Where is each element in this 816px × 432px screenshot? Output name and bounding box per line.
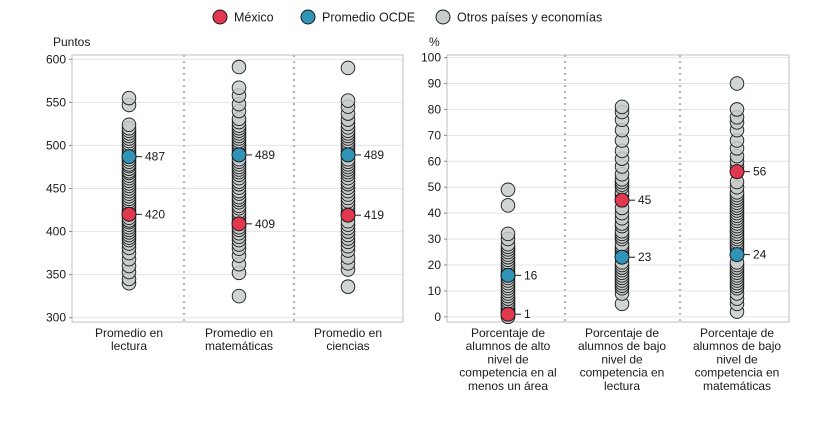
data-label: 24: [753, 248, 767, 262]
data-label: 489: [255, 148, 275, 162]
point-other-country: [500, 226, 516, 242]
point-other-country: [340, 60, 356, 76]
legend-item: México: [212, 9, 274, 25]
legend-item: Promedio OCDE: [300, 9, 415, 25]
x-category-label: Porcentaje de alumnos de bajo nivel de comp…: [693, 326, 781, 393]
y-tick-label: 400: [46, 225, 66, 239]
plot-frame: [446, 54, 790, 323]
y-tick-label: 90: [428, 77, 442, 91]
data-label: 56: [753, 165, 767, 179]
point-oecd-average: [500, 267, 516, 283]
point-other-country: [500, 182, 516, 198]
y-axis-label: %: [429, 35, 440, 49]
x-category-label: Promedio en lectura: [95, 326, 163, 353]
point-other-country: [729, 102, 745, 117]
y-tick-label: 100: [421, 51, 441, 65]
point-oecd-average: [121, 149, 137, 165]
point-other-country: [614, 99, 630, 115]
point-oecd-average: [614, 249, 630, 265]
data-label: 16: [524, 268, 538, 282]
legend-marker: [300, 9, 316, 25]
data-label: 419: [364, 208, 384, 222]
x-category-label: Porcentaje de alumnos de bajo nivel de comp…: [578, 326, 666, 393]
data-label: 45: [638, 193, 652, 207]
y-axis-label: Puntos: [53, 35, 90, 49]
legend-marker: [435, 9, 451, 25]
point-mexico: [729, 164, 745, 180]
legend-label: Promedio OCDE: [322, 11, 415, 25]
y-tick-label: 50: [428, 180, 442, 194]
point-oecd-average: [231, 147, 247, 163]
y-tick-label: 70: [428, 128, 442, 142]
y-tick-label: 550: [46, 95, 66, 109]
legend-label: México: [234, 11, 274, 25]
y-tick-label: 500: [46, 138, 66, 152]
legend: México Promedio OCDE Otros países y econom…: [212, 9, 602, 25]
y-tick-label: 80: [428, 102, 442, 116]
chart-panel-scores: 300 350 400 450 500 550 600 Puntos Promedio en le…: [46, 35, 404, 353]
point-mexico: [121, 206, 137, 222]
x-category-label: Promedio en ciencias: [314, 326, 382, 353]
point-other-country: [121, 117, 137, 133]
data-label: 409: [255, 217, 275, 231]
point-other-country: [231, 59, 247, 75]
data-label: 1: [524, 307, 531, 321]
point-mexico: [340, 207, 356, 223]
y-tick-label: 450: [46, 182, 66, 196]
data-label: 489: [364, 148, 384, 162]
point-other-country: [231, 288, 247, 304]
x-category-label: Promedio en matemáticas: [205, 326, 273, 353]
point-mexico: [231, 216, 247, 232]
y-tick-label: 300: [46, 311, 66, 325]
y-tick-label: 20: [428, 258, 442, 272]
point-oecd-average: [729, 247, 745, 263]
point-other-country: [500, 198, 516, 213]
point-other-country: [121, 90, 137, 106]
legend-item: Otros países y economías: [435, 9, 602, 25]
y-tick-label: 30: [428, 232, 442, 246]
legend-label: Otros países y economías: [457, 11, 602, 25]
y-tick-label: 10: [428, 284, 442, 298]
data-label: 487: [145, 150, 165, 164]
y-tick-label: 600: [46, 52, 66, 66]
x-category-label: Porcentaje de alumnos de alto nivel de comp…: [459, 326, 556, 393]
y-tick-label: 60: [428, 154, 442, 168]
y-tick-label: 40: [428, 206, 442, 220]
point-other-country: [340, 93, 356, 108]
data-label: 420: [145, 207, 165, 221]
point-other-country: [729, 76, 745, 91]
legend-marker: [212, 9, 228, 25]
y-tick-label: 0: [434, 310, 441, 324]
point-oecd-average: [340, 147, 356, 163]
point-other-country: [231, 80, 247, 95]
point-mexico: [500, 306, 516, 322]
data-label: 23: [638, 250, 652, 264]
y-tick-label: 350: [46, 268, 66, 282]
chart-panel-percentages: 0 10 20 30 40 50 60 70 80 90 100% Porcentaje de alum…: [421, 35, 790, 393]
point-mexico: [614, 192, 630, 208]
point-other-country: [340, 279, 356, 294]
